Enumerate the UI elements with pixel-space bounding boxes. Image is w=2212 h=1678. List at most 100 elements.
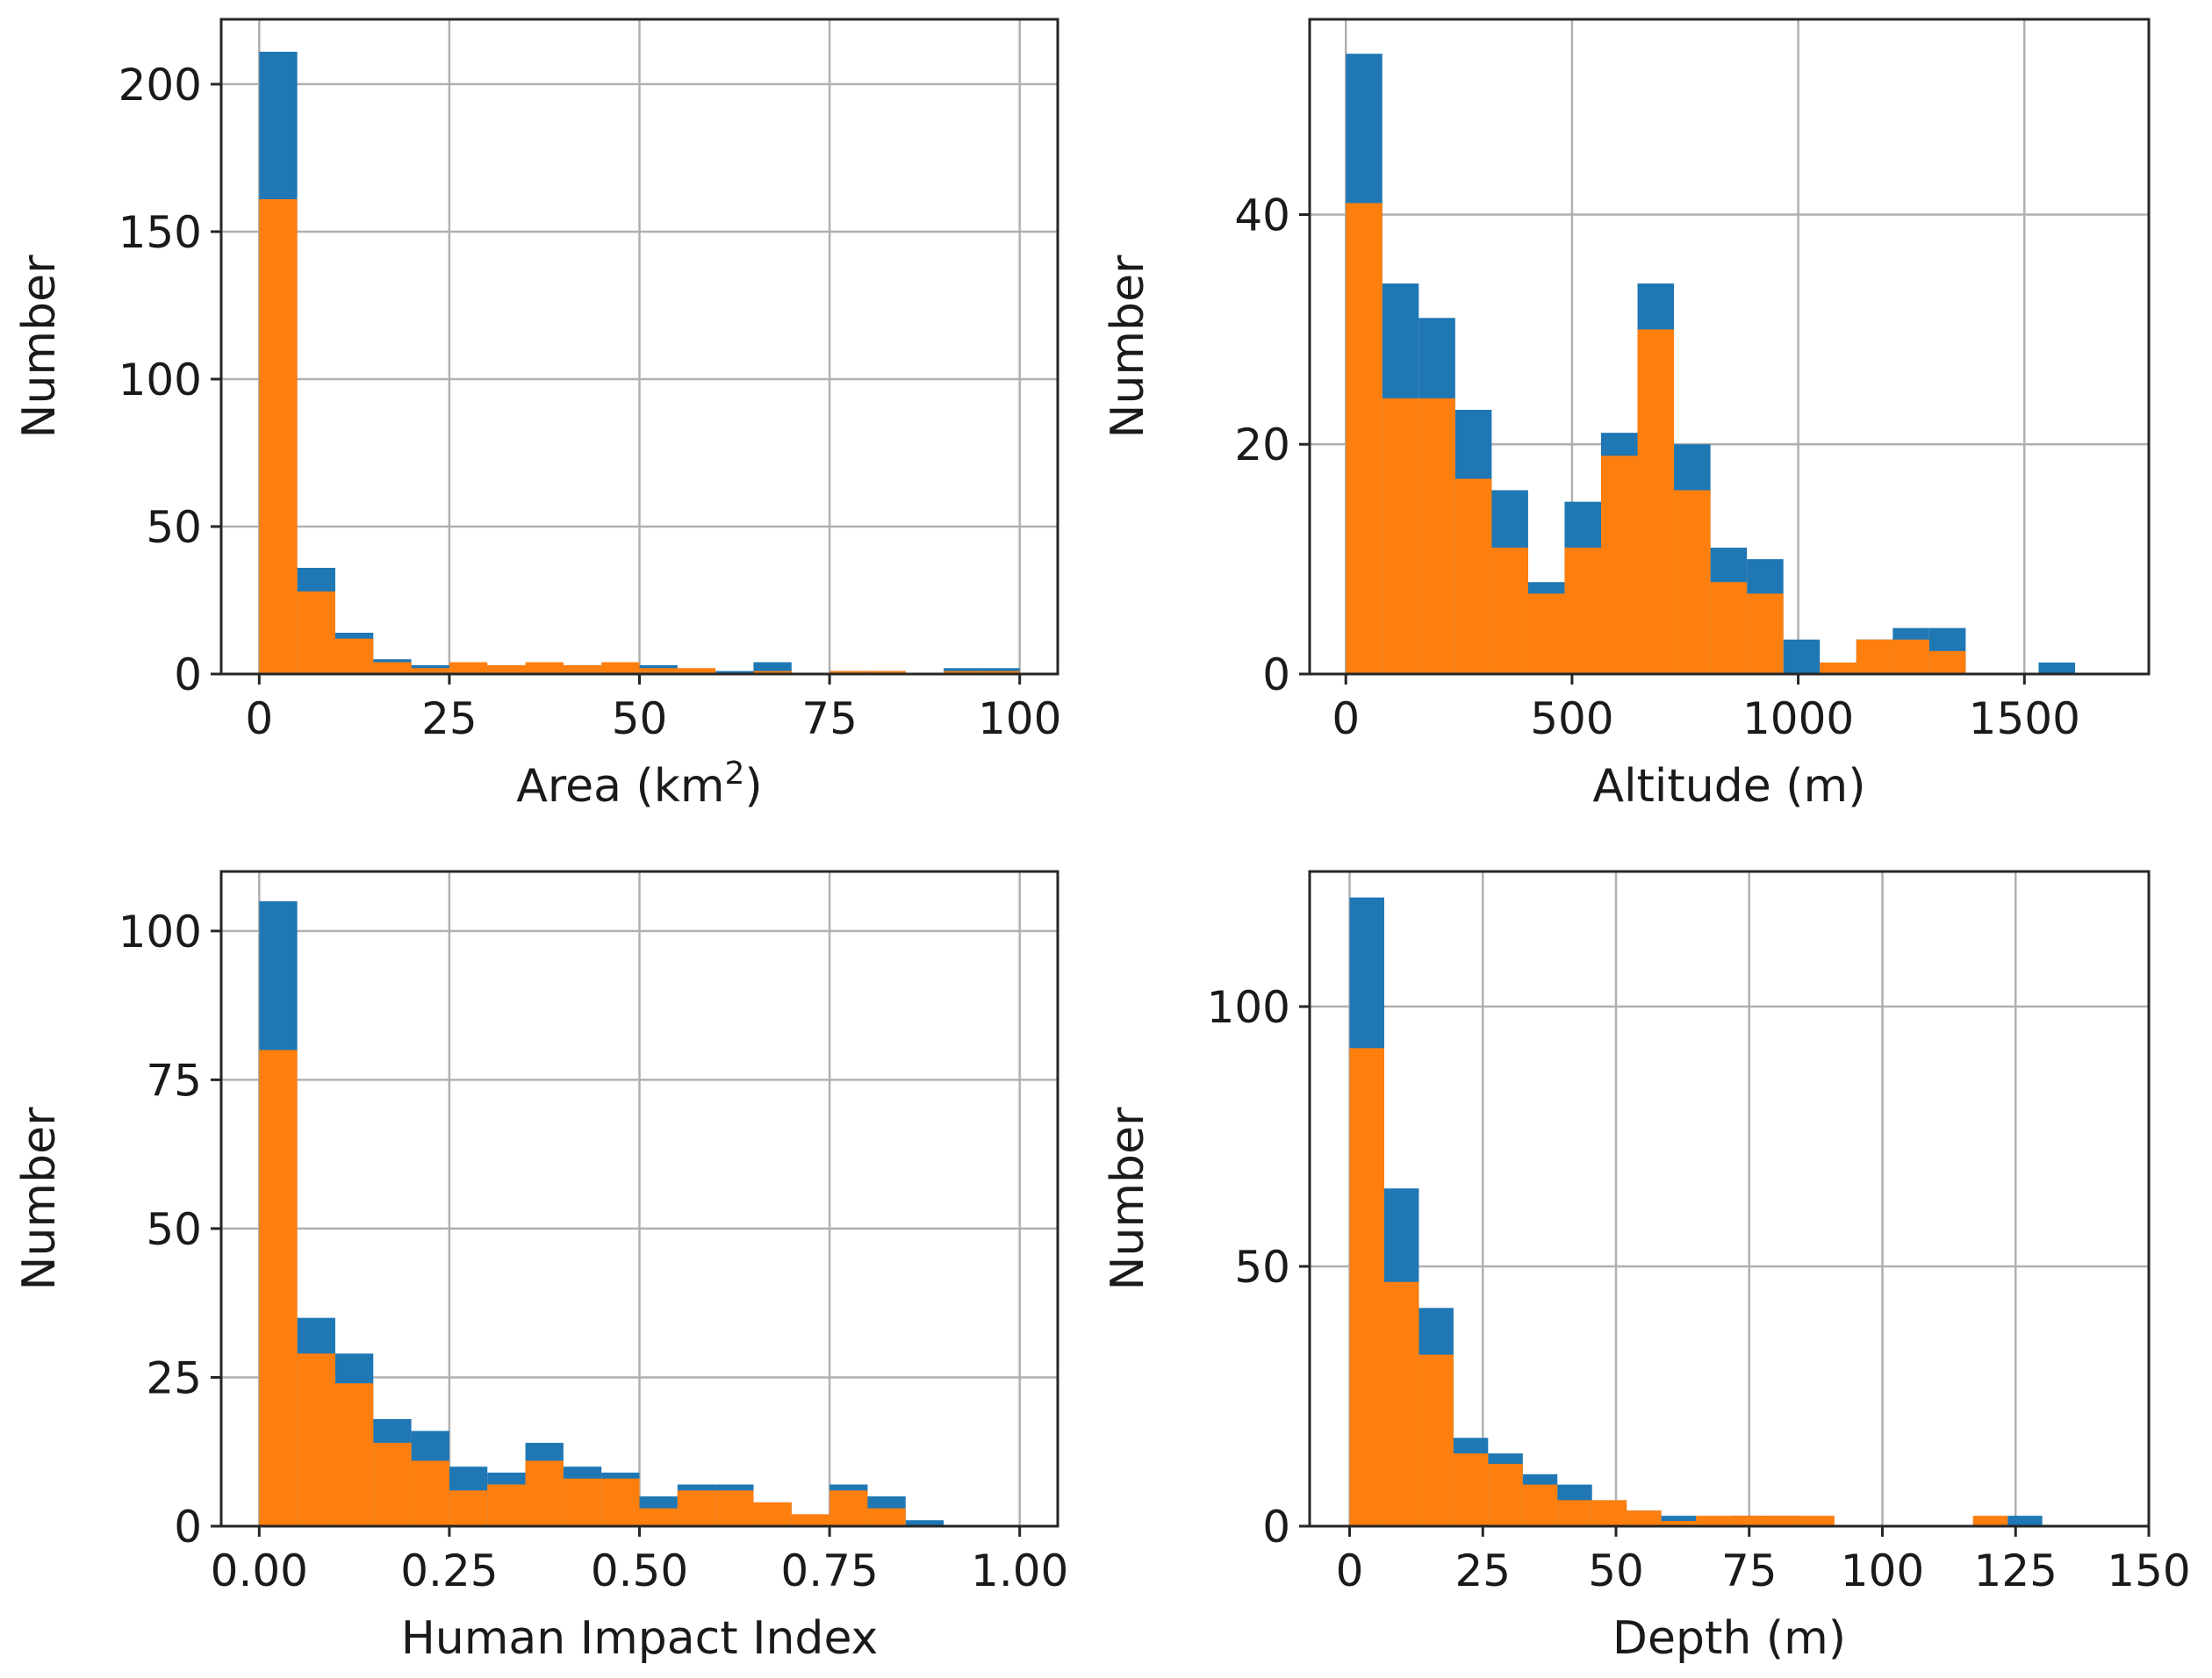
altitude-bar-orange	[1637, 329, 1675, 674]
depth-bar-orange	[1418, 1354, 1454, 1526]
area-x-tick-label: 75	[801, 693, 858, 744]
altitude-bar-orange	[1491, 548, 1528, 674]
human-impact-bar-orange	[259, 1050, 298, 1526]
area-bar-blue	[715, 670, 754, 674]
altitude-bar-orange	[1674, 490, 1711, 674]
human-impact-bar-orange	[411, 1460, 449, 1526]
depth-x-tick-label: 75	[1721, 1545, 1778, 1596]
depth-bar-orange	[1522, 1484, 1558, 1526]
area-x-tick-label: 100	[978, 693, 1061, 744]
altitude-bar-orange	[1600, 455, 1638, 674]
human-impact-bar-blue	[905, 1520, 944, 1526]
altitude-bar-orange	[1710, 582, 1748, 674]
altitude-bar-orange	[1928, 650, 1966, 674]
area-bar-orange	[525, 662, 564, 674]
altitude-y-axis-label: Number	[1102, 255, 1154, 439]
human-impact-y-tick-label: 75	[146, 1055, 202, 1106]
area-bar-orange	[944, 670, 982, 674]
human-impact-bar-orange	[830, 1490, 868, 1526]
human-impact-bar-orange	[334, 1383, 374, 1526]
altitude-x-tick-label: 1500	[1969, 693, 2080, 744]
altitude-bar-orange	[1346, 203, 1382, 674]
altitude-bar-orange	[1747, 593, 1784, 674]
altitude-bar-orange	[1454, 478, 1492, 674]
altitude-bar-orange	[1418, 398, 1455, 674]
depth-y-tick-label: 50	[1234, 1242, 1290, 1293]
human-impact-y-tick-label: 50	[146, 1204, 202, 1255]
depth-histogram-panel: 0 25 50 75 100 125 150 0 50 100 Depth (m) Number	[1102, 870, 2191, 1665]
depth-axes-frame	[1308, 870, 2151, 1528]
depth-x-tick-label: 0	[1336, 1545, 1364, 1596]
depth-bar-orange	[1696, 1516, 1731, 1526]
altitude-bar-blue	[2038, 662, 2075, 674]
depth-bar-orange	[1799, 1516, 1835, 1526]
depth-x-tick-label: 150	[2107, 1545, 2190, 1596]
area-y-tick-label: 100	[118, 355, 202, 405]
area-bar-orange	[297, 591, 335, 674]
area-bar-orange	[867, 670, 906, 674]
depth-x-tick-label: 25	[1454, 1545, 1511, 1596]
area-bar-orange	[259, 198, 298, 674]
depth-bar-blue	[2007, 1516, 2043, 1526]
human-impact-bar-orange	[753, 1502, 792, 1526]
altitude-y-tick-label: 20	[1234, 420, 1290, 470]
area-bar-orange	[411, 668, 449, 674]
altitude-bar-blue	[1783, 639, 1821, 674]
depth-y-tick-label: 100	[1207, 982, 1290, 1033]
area-y-tick-label: 50	[146, 502, 202, 553]
area-x-tick-label: 25	[421, 693, 478, 744]
human-impact-x-axis-label: Human Impact Index	[401, 1612, 879, 1665]
area-bar-orange	[449, 662, 488, 674]
human-impact-bar-orange	[449, 1490, 488, 1526]
human-impact-y-tick-label: 25	[146, 1352, 202, 1403]
altitude-histogram-panel: 0 500 1000 1500 0 20 40 Altitude (m) Number	[1102, 18, 2151, 813]
area-y-axis-label: Number	[13, 255, 66, 439]
human-impact-x-tick-label: 0.75	[780, 1545, 878, 1596]
human-impact-bar-orange	[373, 1443, 412, 1526]
human-impact-x-tick-label: 1.00	[971, 1545, 1068, 1596]
altitude-x-tick-label: 0	[1332, 693, 1360, 744]
depth-bar-orange	[1383, 1281, 1419, 1526]
area-y-tick-label: 150	[118, 207, 202, 258]
depth-x-tick-label: 100	[1841, 1545, 1924, 1596]
area-bar-orange	[373, 662, 412, 674]
altitude-bar-orange	[1856, 639, 1893, 674]
altitude-y-tick-label: 0	[1262, 649, 1290, 700]
altitude-x-tick-label: 500	[1530, 693, 1613, 744]
depth-x-tick-label: 50	[1588, 1545, 1644, 1596]
depth-bar-orange	[1591, 1500, 1627, 1526]
human-impact-bar-orange	[677, 1490, 716, 1526]
human-impact-bar-orange	[601, 1478, 640, 1526]
depth-y-axis-label: Number	[1102, 1107, 1154, 1291]
depth-bar-orange	[1764, 1516, 1800, 1526]
depth-bar-orange	[1972, 1516, 2008, 1526]
human-impact-y-axis-label: Number	[13, 1107, 66, 1291]
depth-bar-orange	[1627, 1510, 1662, 1526]
area-bar-orange	[677, 668, 716, 674]
human-impact-x-tick-label: 0.50	[591, 1545, 688, 1596]
area-y-tick-label: 0	[174, 649, 202, 700]
altitude-x-tick-label: 1000	[1742, 693, 1854, 744]
area-bar-orange	[487, 664, 526, 674]
human-impact-y-tick-label: 0	[174, 1502, 202, 1553]
human-impact-histogram-panel: 0.00 0.25 0.50 0.75 1.00 0 25 50 75 100 Human Impa…	[13, 870, 1068, 1665]
depth-bar-orange	[1730, 1516, 1765, 1526]
altitude-y-tick-label: 40	[1234, 190, 1290, 240]
altitude-bar-orange	[1382, 398, 1419, 674]
human-impact-x-tick-label: 0.00	[211, 1545, 308, 1596]
depth-bar-orange	[1453, 1453, 1489, 1526]
depth-bar-orange	[1488, 1463, 1523, 1526]
area-bar-orange	[981, 670, 1020, 674]
depth-x-axis-label: Depth (m)	[1612, 1612, 1846, 1665]
area-bar-orange	[601, 662, 640, 674]
area-histogram-panel: 0 25 50 75 100 0 50 100 150 200 Area (km2) Number	[13, 18, 1061, 813]
human-impact-bar-orange	[525, 1460, 564, 1526]
area-y-tick-label: 200	[118, 60, 202, 111]
altitude-x-axis-label: Altitude (m)	[1593, 760, 1866, 813]
human-impact-bar-orange	[639, 1508, 678, 1526]
human-impact-x-tick-label: 0.25	[400, 1545, 498, 1596]
human-impact-bar-orange	[715, 1490, 754, 1526]
area-bar-orange	[563, 664, 602, 674]
depth-bar-orange	[1661, 1521, 1697, 1526]
